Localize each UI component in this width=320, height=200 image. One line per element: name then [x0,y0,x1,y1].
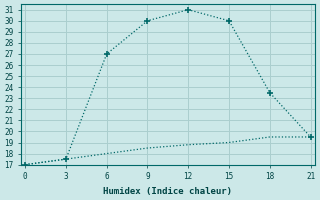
X-axis label: Humidex (Indice chaleur): Humidex (Indice chaleur) [103,187,232,196]
